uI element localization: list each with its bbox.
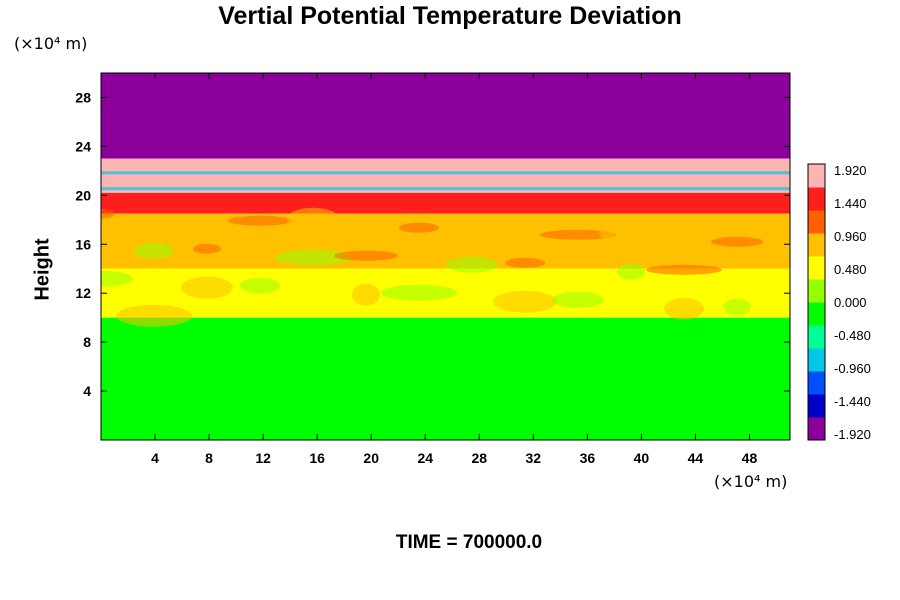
x-axis: 4 8 12 16 20 24 28 32 36 40 44 48 (151, 73, 757, 466)
mixing-eddy (287, 207, 339, 230)
mixing-eddy (116, 304, 192, 327)
x-tick-label: 12 (255, 450, 271, 466)
colorbar-swatch (808, 256, 825, 280)
heatmap-layer (101, 73, 790, 159)
colorbar-swatch (808, 371, 825, 395)
colorbar-swatch (808, 210, 825, 234)
colorbar-label: -0.960 (834, 361, 871, 376)
colorbar-swatch (808, 187, 825, 211)
mixing-eddy (334, 250, 398, 261)
colorbar-swatch (808, 417, 825, 441)
x-tick-label: 40 (634, 450, 650, 466)
y-tick-label: 24 (75, 138, 91, 154)
colorbar-swatch (808, 233, 825, 257)
x-tick-label: 20 (363, 450, 379, 466)
mixing-eddy (711, 236, 763, 247)
mixing-eddy (275, 249, 351, 266)
x-tick-label: 32 (526, 450, 542, 466)
x-tick-label: 16 (309, 450, 325, 466)
mixing-eddy (381, 284, 457, 301)
colorbar-label: 0.480 (834, 262, 867, 277)
mixing-eddy (664, 297, 704, 320)
colorbar-label: 0.960 (834, 229, 867, 244)
heatmap-layer (101, 317, 790, 440)
x-tick-label: 28 (471, 450, 487, 466)
x-tick-label: 4 (151, 450, 159, 466)
y-tick-label: 16 (75, 236, 91, 252)
inversion-streak (101, 187, 790, 191)
mixing-eddy (540, 229, 616, 240)
mixing-eddy (723, 298, 751, 315)
mixing-eddy (193, 243, 221, 254)
x-tick-label: 36 (580, 450, 596, 466)
colorbar-swatch (808, 325, 825, 349)
heatmap-field (101, 73, 790, 440)
x-tick-label: 44 (688, 450, 704, 466)
mixing-eddy (240, 277, 280, 294)
heatmap-layer (101, 213, 790, 269)
colorbar-label: -0.480 (834, 328, 871, 343)
mixing-eddy (399, 222, 439, 233)
colorbar-swatch (808, 164, 825, 188)
mixing-eddy (552, 291, 604, 308)
mixing-eddy (181, 276, 233, 299)
mixing-eddy (101, 270, 133, 287)
colorbar-label: 1.920 (834, 163, 867, 178)
x-tick-label: 24 (417, 450, 433, 466)
colorbar-swatch (808, 348, 825, 372)
chart-title: Vertial Potential Temperature Deviation (218, 2, 682, 30)
x-axis-unit: (×10⁴ m) (714, 472, 788, 491)
y-tick-label: 12 (75, 285, 91, 301)
mixing-eddy (352, 283, 380, 306)
mixing-eddy (617, 263, 645, 280)
colorbar-label: 0.000 (834, 295, 867, 310)
time-label: TIME = 700000.0 (395, 532, 543, 553)
y-axis: 4 8 12 16 20 24 28 (75, 89, 790, 399)
colorbar-frame (807, 163, 826, 441)
heatmap-layer (101, 192, 790, 214)
mixing-eddy (458, 214, 486, 237)
y-axis-unit: (×10⁴ m) (14, 34, 88, 53)
mixing-eddy (599, 221, 663, 244)
mixing-eddy (493, 290, 557, 313)
y-tick-label: 20 (75, 187, 91, 203)
x-tick-label: 48 (742, 450, 758, 466)
colorbar-swatch (808, 394, 825, 418)
colorbar-swatch (808, 279, 825, 303)
y-tick-label: 4 (83, 383, 91, 399)
colorbar: 1.920 1.440 0.960 0.480 0.000 -0.480 -0.960 -1.… (807, 163, 871, 442)
x-tick-label: 8 (205, 450, 213, 466)
mixing-eddy (446, 256, 498, 273)
inversion-streak (101, 171, 790, 175)
mixing-eddy (646, 264, 722, 275)
mixing-eddy (134, 242, 174, 259)
plot-frame (100, 72, 791, 441)
y-tick-label: 8 (83, 334, 91, 350)
colorbar-label: 1.440 (834, 196, 867, 211)
mixing-eddy (228, 215, 292, 226)
y-tick-label: 28 (75, 89, 91, 105)
colorbar-label: -1.440 (834, 394, 871, 409)
mixing-eddy (505, 257, 545, 268)
mixing-eddy (101, 208, 115, 219)
heatmap-layer (101, 158, 790, 193)
colorbar-label: -1.920 (834, 427, 871, 442)
colorbar-swatch (808, 302, 825, 326)
